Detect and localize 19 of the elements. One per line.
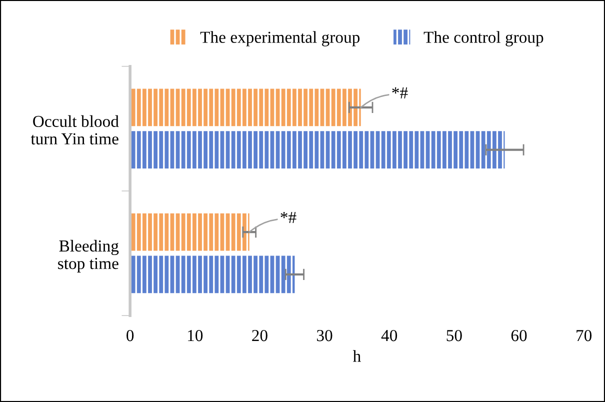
- annotation: *#: [280, 212, 296, 223]
- x-tick-label: 60: [511, 330, 527, 342]
- x-tick-label: 30: [317, 330, 332, 342]
- legend-label: The experimental group: [200, 31, 360, 46]
- x-tick-label: 70: [576, 330, 592, 342]
- bar: [130, 131, 505, 169]
- legend-label: The control group: [424, 31, 544, 46]
- x-tick-label: 10: [188, 330, 203, 342]
- x-axis-title: h: [352, 350, 361, 362]
- bar: [130, 213, 250, 251]
- bar: [130, 88, 361, 126]
- x-tick-label: 20: [252, 330, 268, 342]
- x-tick-label: 50: [446, 330, 462, 342]
- y-tick-label: Occult blood turn Yin time: [30, 115, 119, 144]
- x-tick-label: 40: [381, 330, 398, 342]
- y-tick-label: Bleeding stop time: [58, 240, 119, 272]
- x-tick-label: 0: [126, 330, 134, 342]
- annotation: *#: [392, 87, 408, 98]
- bar: [130, 256, 295, 294]
